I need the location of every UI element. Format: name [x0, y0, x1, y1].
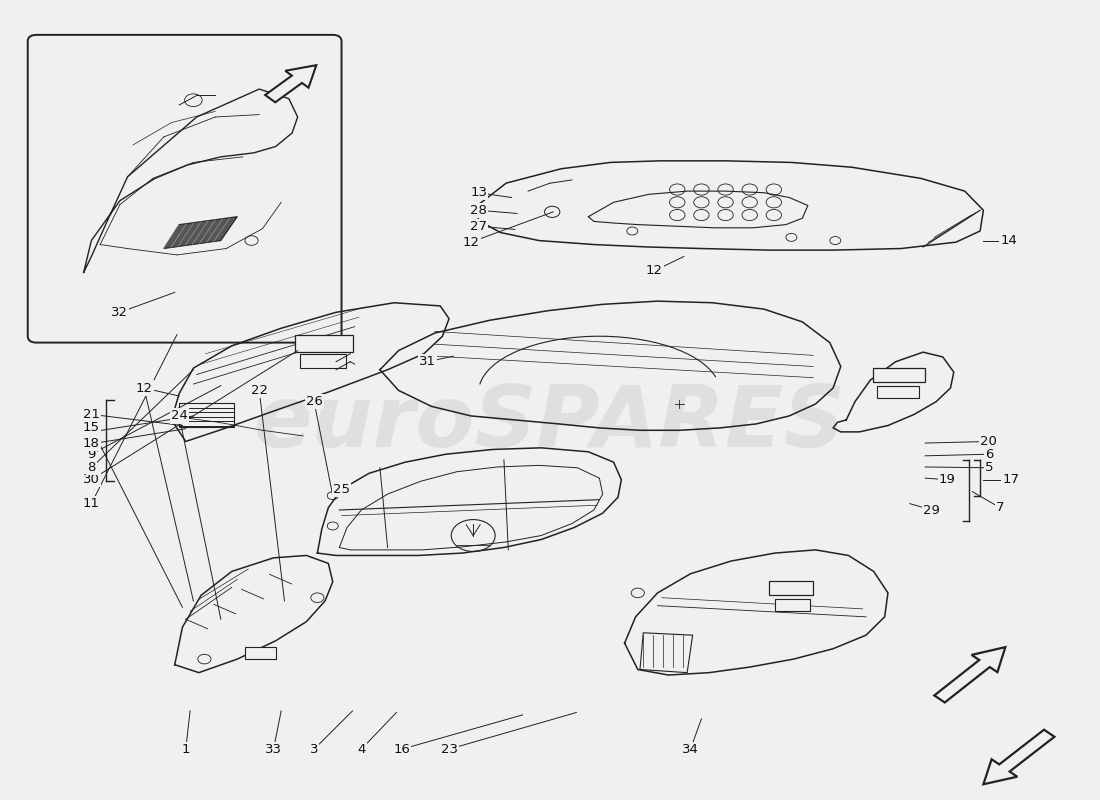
- FancyArrow shape: [934, 647, 1005, 702]
- Text: 20: 20: [980, 435, 998, 448]
- Text: 7: 7: [996, 501, 1004, 514]
- Text: 27: 27: [470, 220, 487, 233]
- Bar: [872, 368, 925, 382]
- Text: 5: 5: [984, 462, 993, 474]
- Text: 19: 19: [938, 474, 956, 486]
- Bar: [769, 581, 813, 595]
- Bar: [179, 403, 234, 427]
- Text: 3: 3: [310, 742, 318, 756]
- Text: 32: 32: [111, 306, 129, 319]
- Text: 18: 18: [82, 438, 100, 450]
- Text: 17: 17: [1002, 474, 1020, 486]
- Text: 30: 30: [82, 474, 100, 486]
- Text: 12: 12: [462, 236, 480, 249]
- Text: 15: 15: [82, 422, 100, 434]
- Text: euroSPARES: euroSPARES: [254, 382, 846, 466]
- Bar: [877, 386, 918, 398]
- FancyArrow shape: [983, 730, 1055, 784]
- Text: 13: 13: [470, 186, 487, 199]
- Text: 33: 33: [265, 742, 282, 756]
- Text: 6: 6: [984, 448, 993, 461]
- Text: 21: 21: [82, 408, 100, 421]
- Text: 26: 26: [306, 395, 322, 408]
- Text: 22: 22: [251, 384, 267, 397]
- Text: 4: 4: [358, 742, 365, 756]
- Text: 31: 31: [419, 355, 436, 368]
- Text: 12: 12: [135, 382, 153, 394]
- Text: 8: 8: [87, 462, 96, 474]
- Bar: [245, 647, 276, 659]
- Text: 24: 24: [170, 410, 188, 422]
- Text: 14: 14: [1000, 234, 1018, 247]
- Polygon shape: [164, 217, 238, 249]
- FancyArrow shape: [265, 65, 317, 102]
- Text: 34: 34: [682, 742, 698, 756]
- Text: 29: 29: [923, 503, 940, 517]
- FancyBboxPatch shape: [28, 35, 341, 342]
- Text: 12: 12: [135, 382, 153, 394]
- Text: 12: 12: [646, 264, 662, 278]
- Text: 9: 9: [87, 448, 96, 461]
- Text: 16: 16: [394, 742, 410, 756]
- Bar: [296, 334, 352, 352]
- Text: 1: 1: [182, 742, 190, 756]
- Text: 11: 11: [82, 497, 100, 510]
- Text: 25: 25: [333, 482, 350, 496]
- Bar: [774, 598, 810, 611]
- Text: 23: 23: [441, 742, 458, 756]
- Bar: [300, 354, 345, 368]
- Text: 15: 15: [82, 426, 100, 438]
- Text: 28: 28: [470, 204, 487, 217]
